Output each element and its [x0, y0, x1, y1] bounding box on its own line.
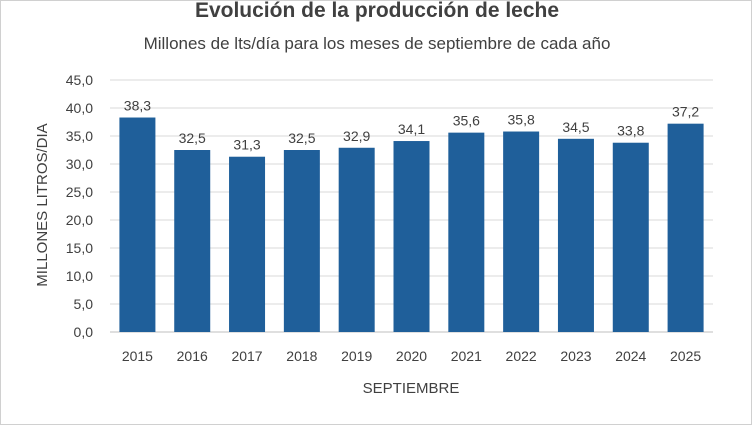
- x-tick-label: 2016: [177, 348, 208, 364]
- data-labels: 38,3 32,5 31,3 32,5 32,9 34,1 35,6 35,8 34,5 33,8…: [124, 98, 700, 153]
- y-tick-label: 35,0: [66, 128, 93, 144]
- y-axis-ticks: 0,0 5,0 10,0 15,0 20,0 25,0 30,0 35,0 40,0 45,0: [66, 72, 93, 340]
- chart-title: Evolución de la producción de leche: [195, 1, 559, 22]
- y-tick-label: 0,0: [74, 324, 94, 340]
- bar-2023: [557, 138, 594, 332]
- bar-layer: [119, 117, 704, 333]
- bar-2025: [667, 123, 704, 333]
- bar-2019: [338, 147, 375, 332]
- y-tick-label: 5,0: [74, 296, 94, 312]
- data-label: 35,8: [508, 112, 535, 128]
- y-tick-label: 15,0: [66, 240, 93, 256]
- x-tick-label: 2023: [560, 348, 591, 364]
- data-label: 34,5: [562, 119, 589, 135]
- x-tick-label: 2017: [231, 348, 262, 364]
- x-tick-label: 2022: [506, 348, 537, 364]
- x-axis-title: SEPTIEMBRE: [363, 380, 460, 397]
- chart-subtitle: Millones de lts/día para los meses de se…: [144, 34, 611, 53]
- bar-2015: [119, 117, 156, 333]
- x-tick-label: 2020: [396, 348, 427, 364]
- data-label: 32,9: [343, 128, 370, 144]
- bar-2022: [503, 131, 540, 332]
- x-tick-label: 2021: [451, 348, 482, 364]
- data-label: 38,3: [124, 98, 151, 114]
- y-axis-title: MILLONES LITROS/DIA: [34, 123, 51, 286]
- y-tick-label: 30,0: [66, 156, 93, 172]
- data-label: 35,6: [453, 113, 480, 129]
- data-label: 37,2: [672, 104, 699, 120]
- bar-2021: [448, 132, 485, 332]
- data-label: 31,3: [233, 137, 260, 153]
- data-label: 34,1: [398, 121, 425, 137]
- bar-2016: [174, 150, 211, 332]
- data-label: 32,5: [288, 130, 315, 146]
- y-tick-label: 25,0: [66, 184, 93, 200]
- y-tick-label: 45,0: [66, 72, 93, 88]
- y-tick-label: 20,0: [66, 212, 93, 228]
- x-tick-label: 2015: [122, 348, 153, 364]
- y-tick-label: 40,0: [66, 100, 93, 116]
- data-label: 33,8: [617, 123, 644, 139]
- bar-2018: [283, 150, 320, 332]
- x-tick-label: 2025: [670, 348, 701, 364]
- data-label: 32,5: [179, 130, 206, 146]
- x-tick-label: 2024: [615, 348, 646, 364]
- bar-2020: [393, 141, 430, 332]
- y-tick-label: 10,0: [66, 268, 93, 284]
- x-tick-label: 2018: [286, 348, 317, 364]
- x-axis-ticks: 2015 2016 2017 2018 2019 2020 2021 2022 2023 2024…: [122, 348, 702, 364]
- bar-2024: [612, 142, 649, 332]
- bar-2017: [229, 156, 266, 332]
- x-tick-label: 2019: [341, 348, 372, 364]
